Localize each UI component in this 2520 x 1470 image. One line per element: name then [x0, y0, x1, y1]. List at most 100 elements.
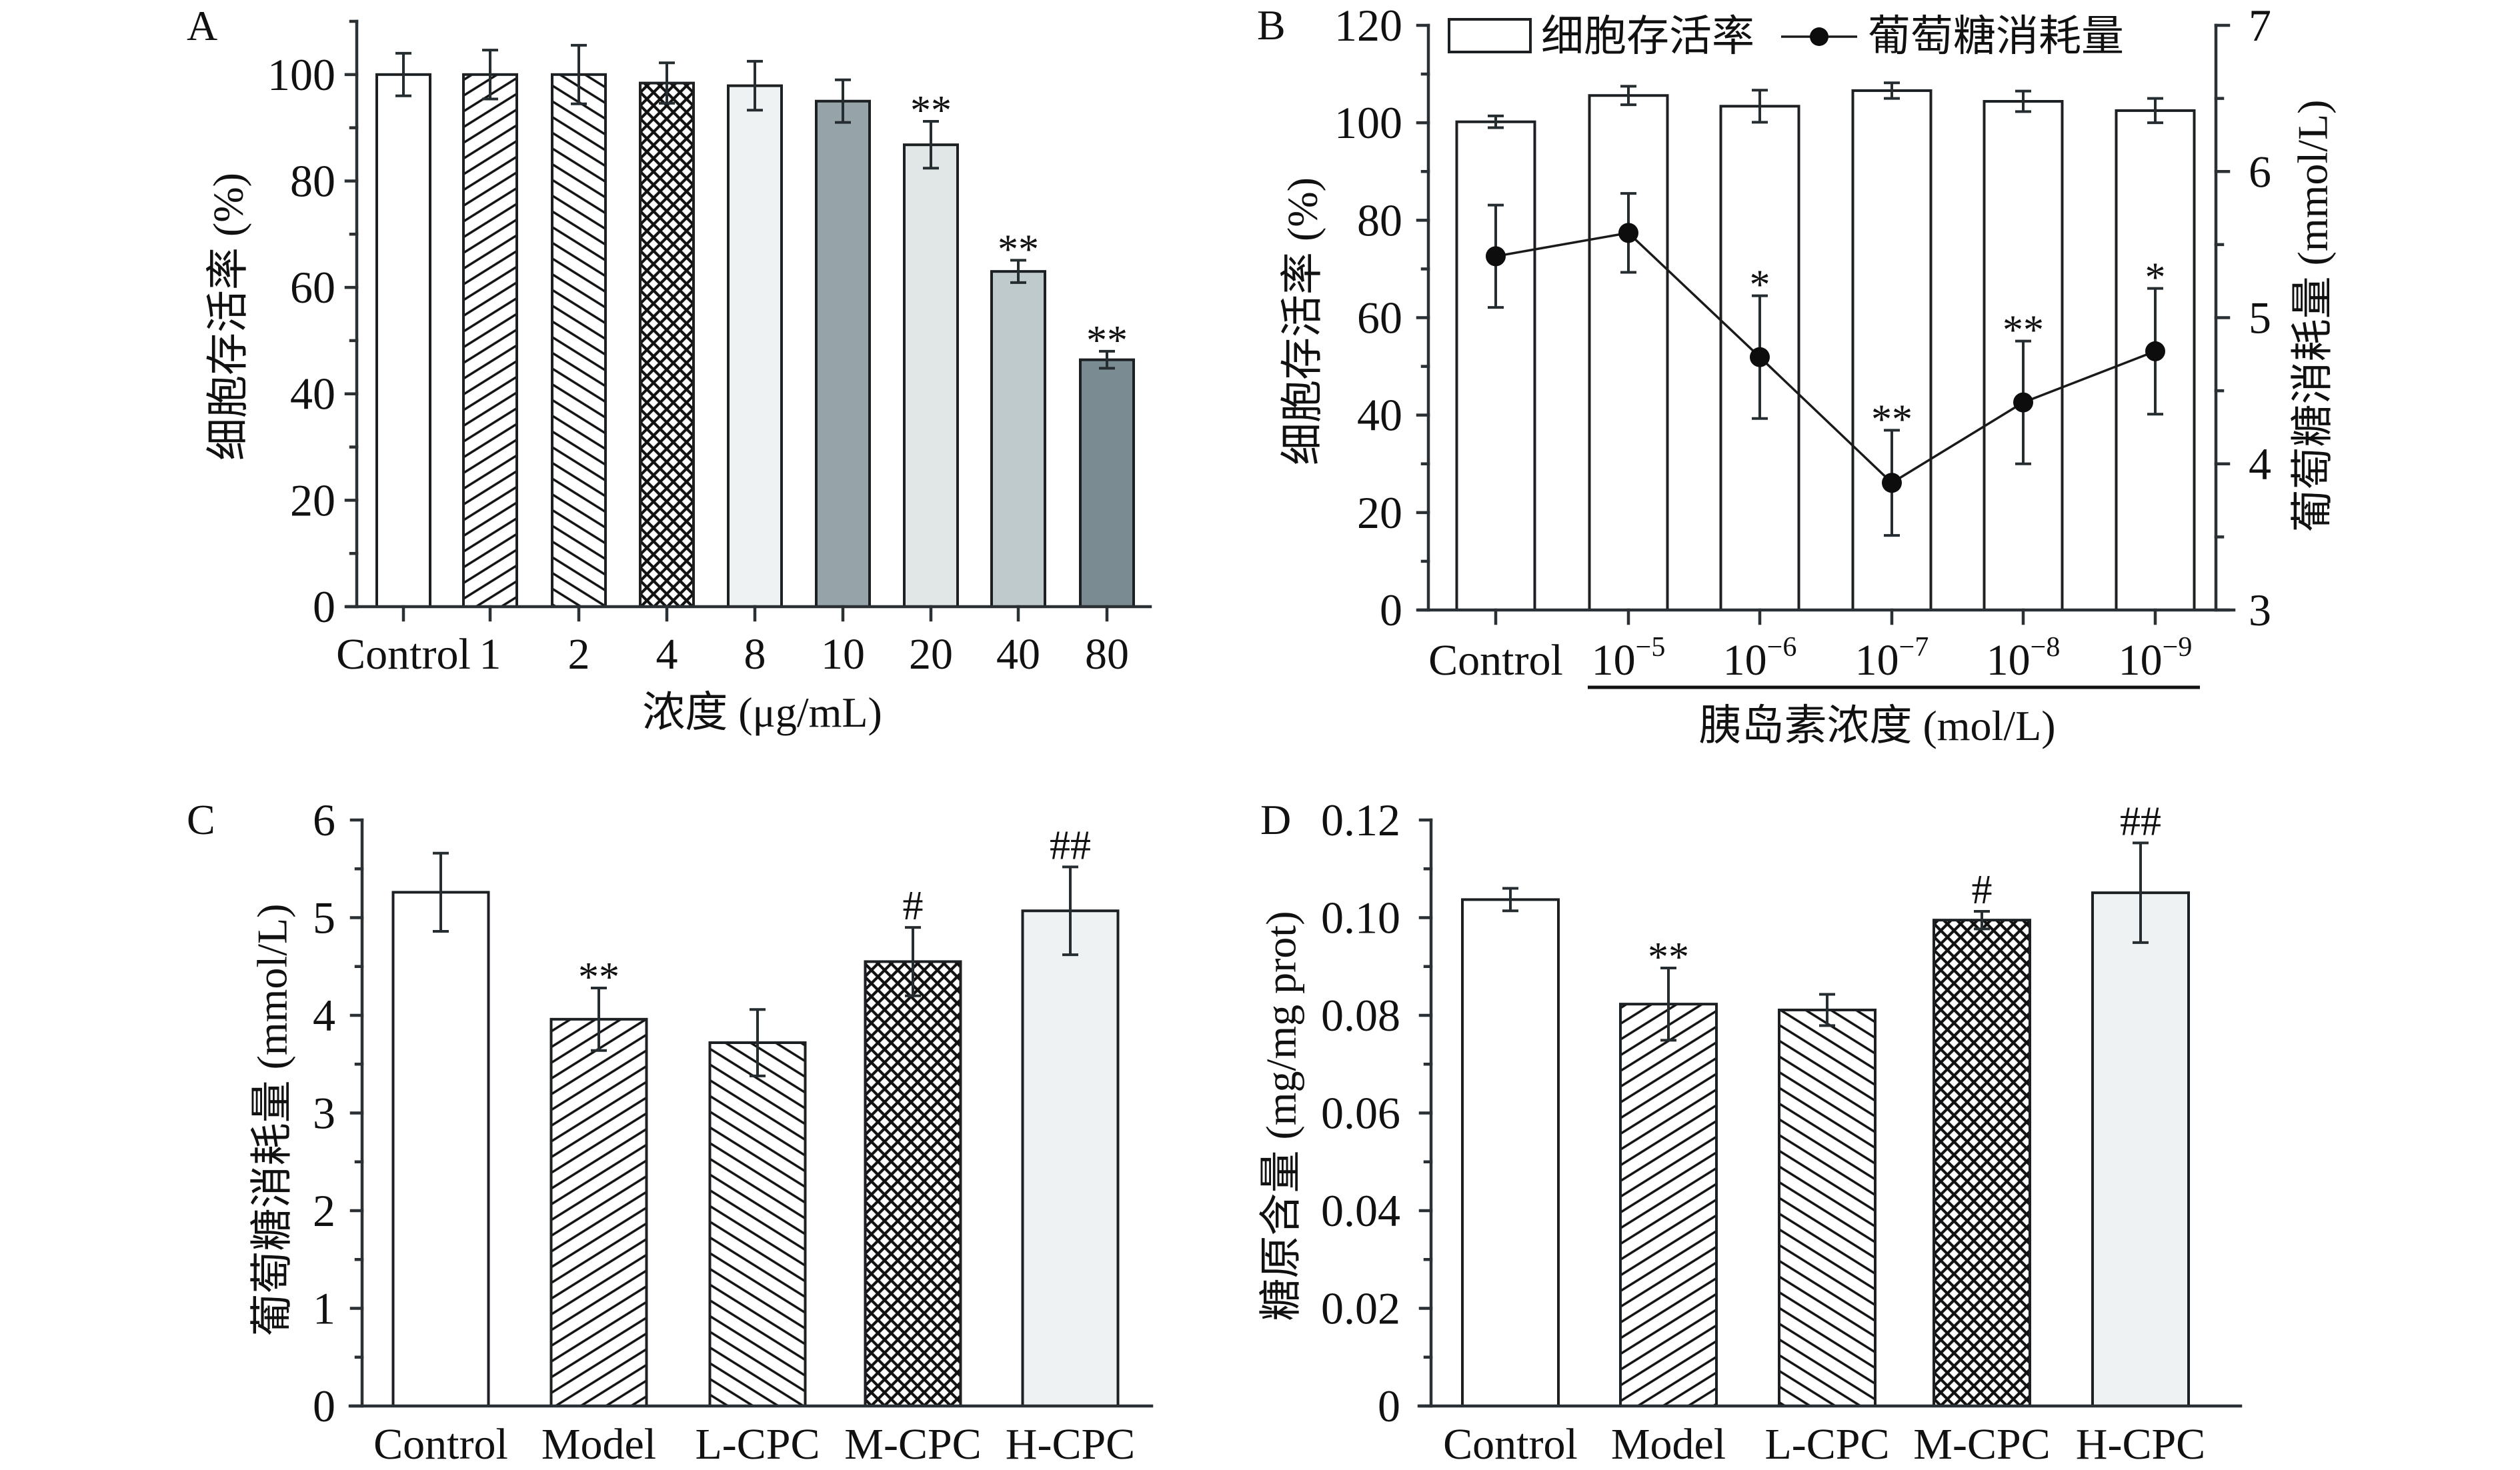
significance-marker: #: [1972, 867, 1993, 913]
bar-model: [549, 1017, 648, 1407]
x-tick-label-base: 80: [1085, 630, 1129, 679]
x-tick-label: Control: [373, 1420, 508, 1469]
y-tick-label: 0.02: [1321, 1283, 1400, 1334]
bar-error-bar: [1099, 349, 1115, 370]
significance-marker: **: [998, 227, 1039, 272]
x-tick-label: L-CPC: [695, 1420, 820, 1469]
y-axis-title: 糖原含量 (mg/mg prot): [1258, 911, 1305, 1321]
y-axis-title: 细胞存活率 (%): [205, 173, 252, 461]
legend-swatch-dot: [1810, 27, 1828, 46]
x-tick-label: 10: [821, 630, 865, 679]
x-tick-label: 20: [909, 630, 953, 679]
x-tick-label: Model: [541, 1420, 656, 1469]
bar-error-bar: [433, 851, 449, 933]
bar-error-bar: [1660, 966, 1676, 1042]
x-tick-label: 10−5: [1592, 632, 1666, 685]
y-tick-label: 0: [313, 581, 335, 632]
significance-marker: **: [910, 88, 952, 133]
bar-error-bar: [1819, 993, 1835, 1027]
y-tick-label: 100: [267, 49, 335, 100]
bar-model: [1619, 1003, 1718, 1407]
x-tick-label-base: H-CPC: [2076, 1420, 2205, 1469]
axes: 0 0.02 0.04 0.06 0.08 0.10 0.12 Control Model L-C…: [1321, 795, 2243, 1469]
significance-marker: **: [578, 955, 619, 1000]
y2-tick-label: 4: [2249, 439, 2271, 489]
x-tick-label: Control: [1443, 1420, 1578, 1469]
x-tick-label: M-CPC: [844, 1420, 981, 1469]
y-tick-label: 20: [1357, 487, 1402, 538]
significance-marker: **: [2003, 308, 2044, 353]
bar-10-5: [1588, 94, 1669, 612]
bar-40: [990, 270, 1046, 608]
y-tick-label: 0: [1378, 1381, 1400, 1431]
x-tick-label-base: 1: [479, 630, 501, 679]
axes: 0 1 2 3 4 5 6 Control Model L-CPC M-CPC H-CPC: [313, 795, 1154, 1469]
bar-error-bar: [1974, 909, 1990, 931]
bar-m-cpc: [864, 960, 962, 1408]
y-tick-label: 0.10: [1321, 893, 1400, 943]
x-tick-label: Control: [1428, 636, 1563, 685]
x-tick-label: 8: [744, 630, 766, 679]
x-tick-label-base: L-CPC: [695, 1420, 820, 1469]
x-tick-label: Control: [336, 630, 471, 679]
x-tick-label-base: Control: [336, 630, 471, 679]
y-axis-title: 细胞存活率 (%): [1279, 177, 1326, 465]
x-tick-label: L-CPC: [1764, 1420, 1889, 1469]
significance-marker: ##: [2120, 799, 2161, 844]
significance-marker: *: [2145, 255, 2166, 301]
x-tick-label-base: H-CPC: [1006, 1420, 1135, 1469]
x-tick-label: H-CPC: [1006, 1420, 1135, 1469]
x-tick-label: 1: [479, 630, 501, 679]
significance-marker: #: [903, 883, 924, 929]
data-point-marker: [1882, 473, 1902, 493]
y-tick-label: 20: [290, 475, 335, 525]
bar-error-bar: [2147, 97, 2163, 125]
y-tick-label: 80: [1357, 195, 1402, 245]
legend-swatch-bar: [1448, 18, 1532, 53]
significance-marker: **: [1871, 397, 1913, 442]
x-tick-label: H-CPC: [2076, 1420, 2205, 1469]
bar-l-cpc: [708, 1041, 807, 1407]
x-tick-label-base: 2: [568, 630, 590, 679]
y-tick-label: 0.06: [1321, 1088, 1400, 1139]
y-tick-label: 4: [313, 990, 335, 1041]
bar-h-cpc: [2091, 891, 2190, 1407]
bar-l-cpc: [1778, 1008, 1876, 1407]
y-tick-label: 40: [1357, 390, 1402, 441]
x-tick-label: Model: [1611, 1420, 1726, 1469]
bar-error-bar: [923, 120, 939, 170]
glucose-consumption-line: [1495, 231, 2156, 485]
x-tick-label-base: Control: [373, 1420, 508, 1469]
y-tick-label: 100: [1334, 97, 1402, 148]
bar-80: [1079, 358, 1135, 608]
y-tick-label: 5: [313, 893, 335, 943]
axes: 0 20 40 60 80 100 Control 1 2 4 8 10 20 40 80: [267, 19, 1152, 679]
bar-error-bar: [2133, 841, 2149, 944]
bar-1: [462, 73, 518, 609]
bar-4: [639, 81, 695, 608]
panel-a-cell-viability-chart: A ** ** ** 0 20 40 60 80 100 Control 1 2 4 8 10 20 40 80 浓度…: [187, 2, 1152, 736]
y-tick-label: 40: [290, 369, 335, 419]
x-tick-label-base: 10: [1855, 636, 1899, 685]
panel-label: C: [187, 796, 215, 843]
bar-error-bar: [905, 926, 921, 997]
bar-error-bar: [1062, 865, 1078, 957]
y-tick-label: 2: [313, 1185, 335, 1236]
panel-label: B: [1257, 1, 1286, 49]
x-tick-label: 80: [1085, 630, 1129, 679]
bar-control: [375, 73, 431, 609]
x-tick-label-base: Control: [1443, 1420, 1578, 1469]
legend-item-cell-viability: 细胞存活率: [1448, 13, 1754, 60]
x-tick-label-base: L-CPC: [1764, 1420, 1889, 1469]
x-tick-label-exponent: −9: [2163, 632, 2193, 663]
bar-control: [391, 891, 490, 1408]
y-tick-label: 0: [313, 1381, 335, 1431]
x-tick-label-exponent: −6: [1767, 632, 1797, 663]
x-tick-label-base: 10: [1723, 636, 1767, 685]
bar-error-bar: [1620, 85, 1636, 107]
x-tick-label-base: Control: [1428, 636, 1563, 685]
panel-label: A: [187, 2, 217, 49]
significance-marker: *: [1750, 263, 1770, 308]
